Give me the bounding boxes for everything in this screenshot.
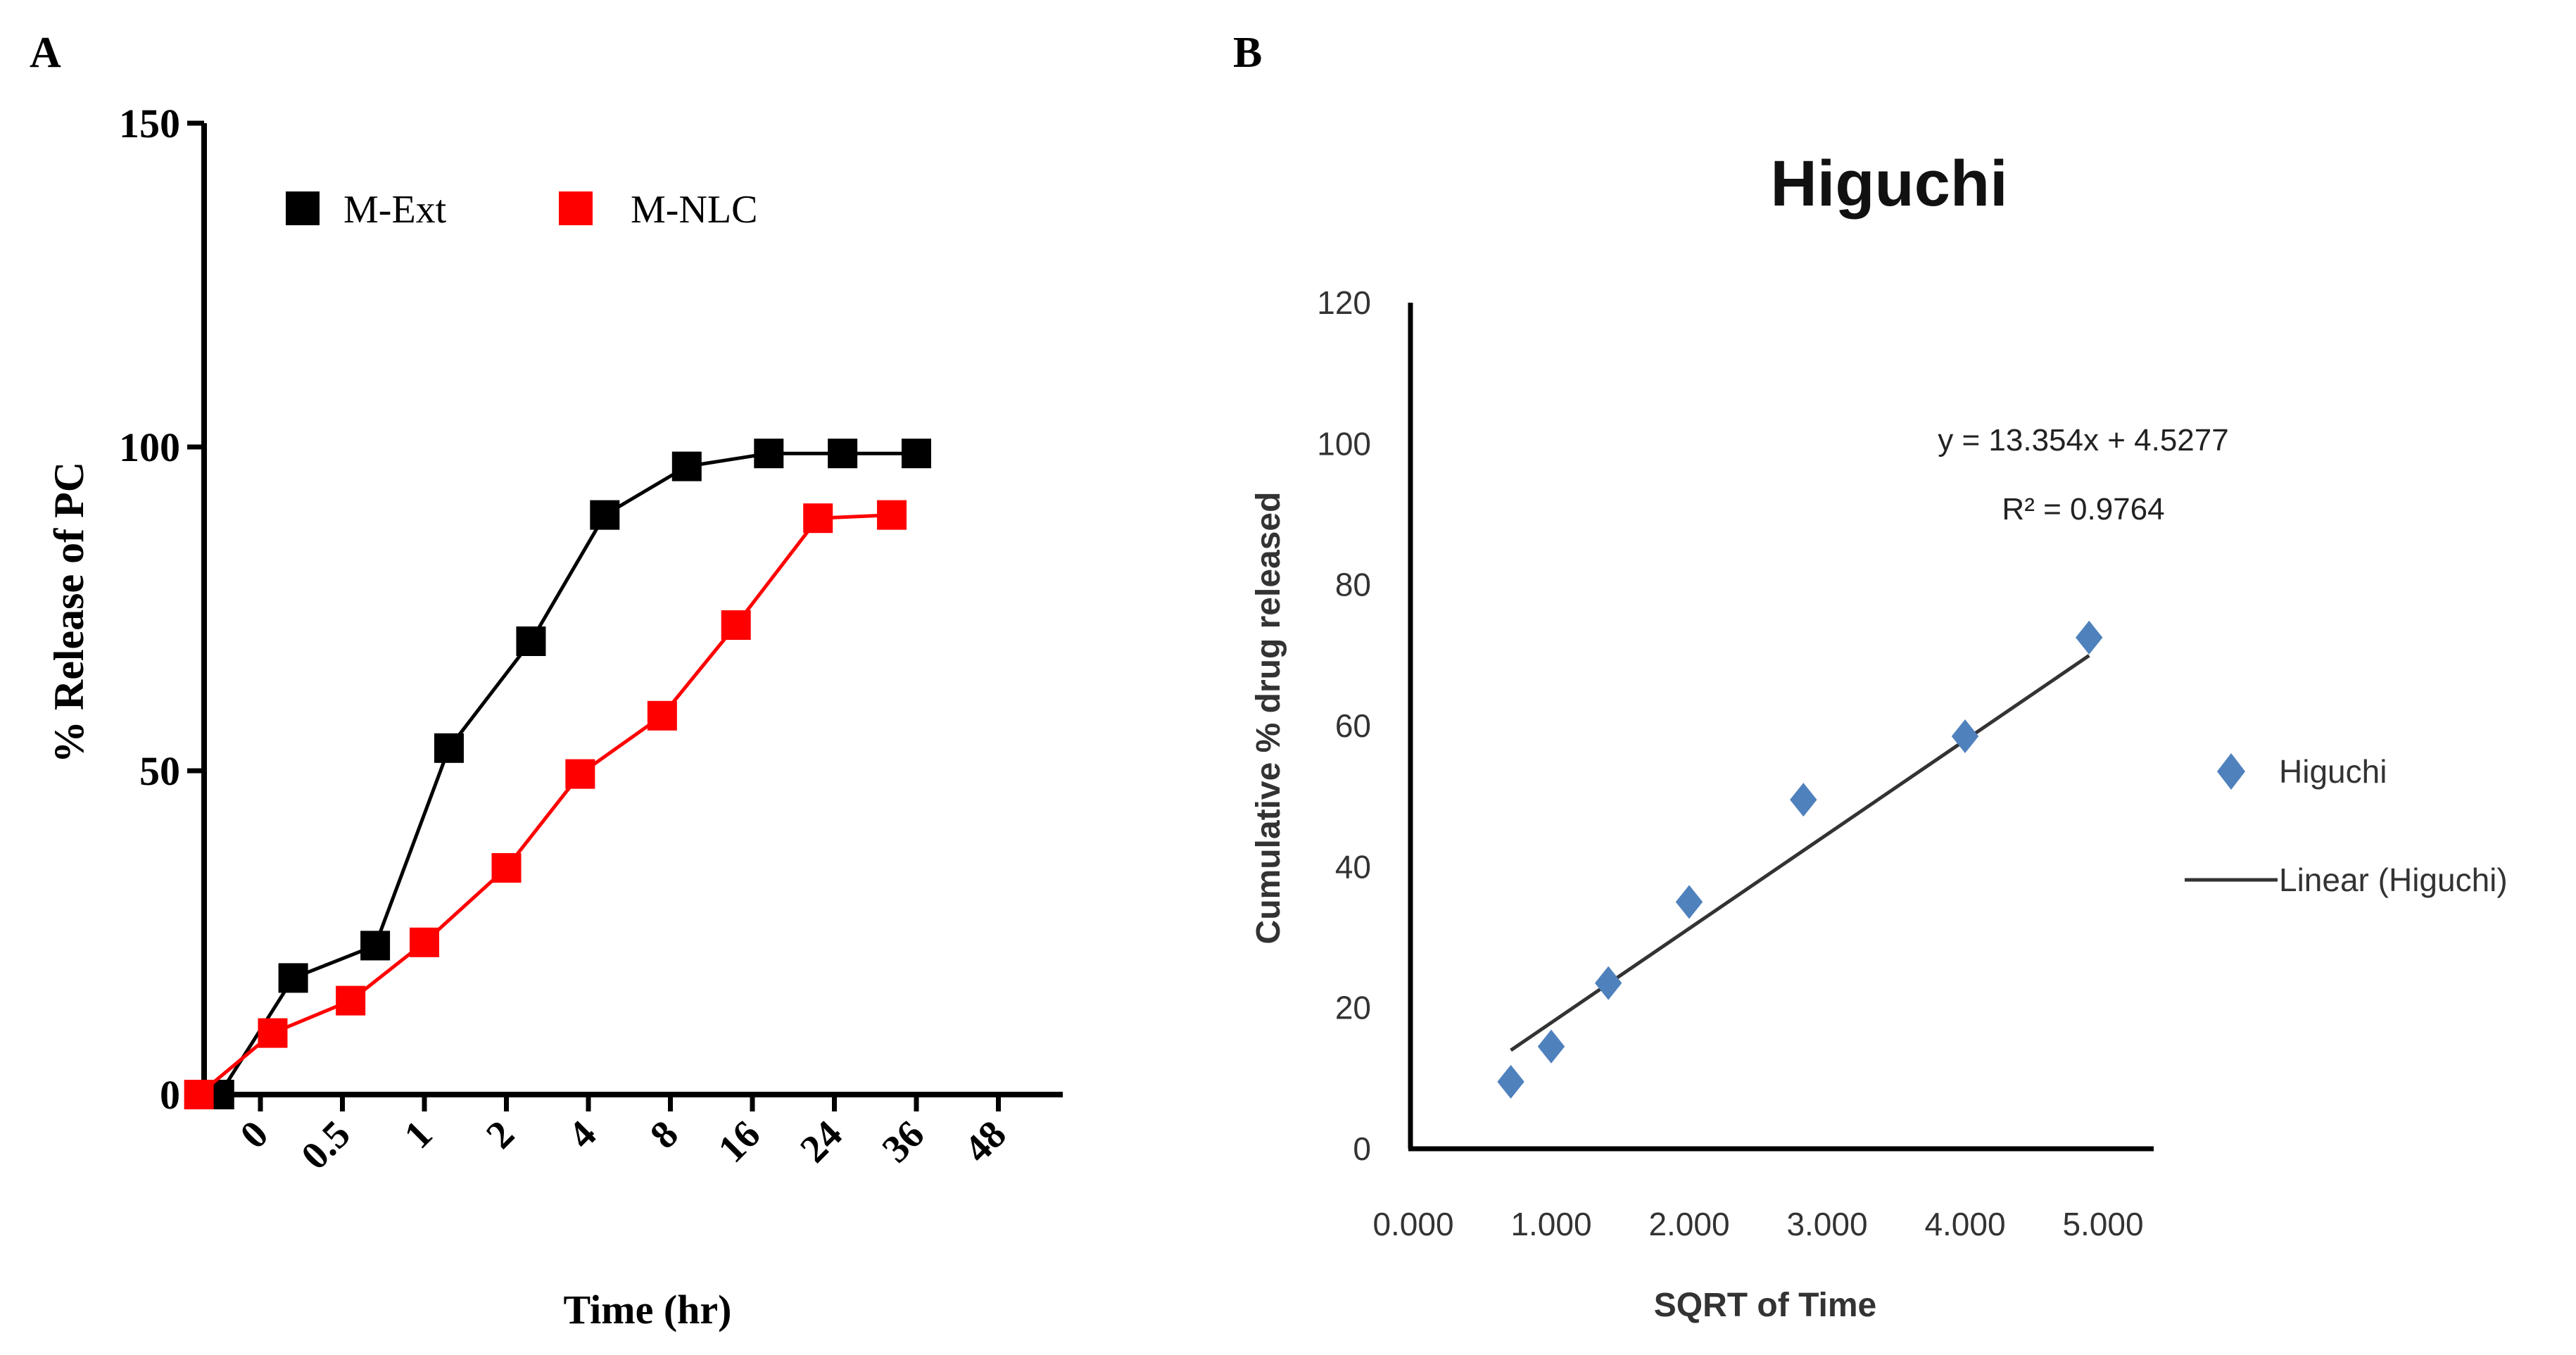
chart-a-x-tick-label: 16 (710, 1112, 769, 1171)
chart-b-x-tick-label: 2.000 (1648, 1206, 1729, 1242)
chart-a-y-tick-label: 150 (119, 101, 180, 146)
chart-b-x-tick-label: 4.000 (1924, 1206, 2005, 1242)
chart-a-legend: M-Ext M-NLC (286, 188, 757, 232)
chart-a-series (184, 439, 931, 1109)
chart-b-y-tick-label: 60 (1335, 707, 1371, 744)
chart-a-y-tick-label: 50 (139, 748, 180, 794)
data-point-m-nlc (184, 1080, 214, 1109)
chart-a-y-tick-label: 100 (119, 424, 180, 470)
data-point-m-ext (278, 963, 308, 993)
chart-b-x-tick-label: 1.000 (1510, 1206, 1591, 1242)
data-point-higuchi (1497, 1064, 1524, 1099)
data-point-higuchi (1594, 966, 1622, 1000)
chart-b-y-tick-label: 40 (1335, 848, 1371, 885)
data-point-m-ext (360, 931, 391, 961)
chart-b-axes: 0 20 40 60 80 100 120 0.000 1.000 2.000 3.000 4.000… (1317, 284, 2154, 1242)
chart-a-x-axis-label: Time (hr) (564, 1287, 732, 1332)
chart-a-x-tick-label: 1 (396, 1112, 441, 1157)
chart-b-x-tick-label: 0.000 (1372, 1206, 1453, 1242)
data-point-m-nlc (803, 503, 833, 534)
data-point-m-ext (828, 439, 858, 469)
chart-a-x-tick-label: 4 (560, 1112, 605, 1157)
legend-label-higuchi: Higuchi (2279, 753, 2387, 790)
chart-b: Higuchi 0 20 40 60 80 100 120 0.000 1.000 2.000 3.… (1250, 148, 2508, 1324)
data-point-m-nlc (410, 927, 439, 957)
chart-b-legend: Higuchi Linear (Higuchi) (2185, 753, 2508, 898)
data-point-m-ext (671, 451, 702, 481)
chart-b-y-tick-label: 100 (1317, 425, 1371, 462)
data-point-m-ext (434, 733, 464, 763)
chart-a-x-tick-label: 24 (792, 1112, 850, 1171)
trendline-r-squared: R² = 0.9764 (2002, 492, 2164, 527)
chart-b-y-tick-label: 80 (1335, 567, 1371, 603)
chart-b-x-tick-label: 3.000 (1786, 1206, 1867, 1242)
chart-a-x-tick-label: 0 (232, 1112, 277, 1157)
chart-b-y-tick-label: 20 (1335, 990, 1371, 1026)
chart-b-x-tick-label: 5.000 (2062, 1206, 2143, 1242)
data-point-higuchi (1790, 783, 1817, 817)
panel-a-label: A (30, 29, 61, 77)
legend-marker-m-ext (286, 191, 320, 225)
data-point-m-ext (902, 439, 931, 469)
chart-a-x-tick-label: 2 (478, 1112, 523, 1157)
data-point-m-nlc (491, 853, 522, 883)
data-point-m-ext (754, 439, 784, 469)
chart-a-y-tick-label: 0 (160, 1072, 180, 1118)
legend-label-m-nlc: M-NLC (631, 188, 757, 232)
data-point-m-nlc (721, 610, 751, 640)
data-point-higuchi (1537, 1029, 1565, 1064)
chart-b-title: Higuchi (1770, 148, 2007, 220)
data-point-m-nlc (336, 985, 366, 1016)
chart-b-y-tick-label: 120 (1317, 284, 1371, 321)
chart-a-x-tick-label: 48 (956, 1112, 1014, 1171)
data-point-higuchi (1675, 885, 1703, 919)
legend-label-m-ext: M-Ext (343, 188, 447, 232)
legend-marker-higuchi (2217, 753, 2245, 790)
chart-b-y-axis-label: Cumulative % drug released (1250, 492, 1287, 945)
chart-b-x-axis-label: SQRT of Time (1654, 1287, 1876, 1324)
trendline (1510, 654, 2090, 1052)
trendline-equation: y = 13.354x + 4.5277 (1938, 423, 2228, 458)
data-point-m-nlc (877, 500, 907, 530)
panel-b-label: B (1233, 29, 1262, 77)
series-line-m-ext (217, 451, 916, 1096)
series-line-m-nlc (198, 513, 892, 1096)
legend-label-linear-higuchi: Linear (Higuchi) (2279, 862, 2508, 898)
legend-marker-m-nlc (559, 191, 593, 225)
data-point-m-nlc (647, 700, 677, 731)
chart-a-x-tick-label: 36 (874, 1112, 933, 1171)
chart-a-x-tick-label: 0.5 (293, 1112, 358, 1178)
data-point-higuchi (1951, 719, 1979, 754)
chart-b-series (1497, 620, 2103, 1099)
data-point-m-nlc (258, 1018, 288, 1048)
chart-b-y-tick-label: 0 (1353, 1130, 1371, 1167)
data-point-higuchi (2076, 620, 2103, 655)
chart-a-x-tick-label: 8 (642, 1112, 687, 1157)
chart-a-y-axis-label: % Release of PC (46, 462, 92, 763)
data-point-m-nlc (565, 759, 595, 789)
data-point-m-ext (516, 626, 546, 656)
data-point-m-ext (590, 500, 620, 530)
